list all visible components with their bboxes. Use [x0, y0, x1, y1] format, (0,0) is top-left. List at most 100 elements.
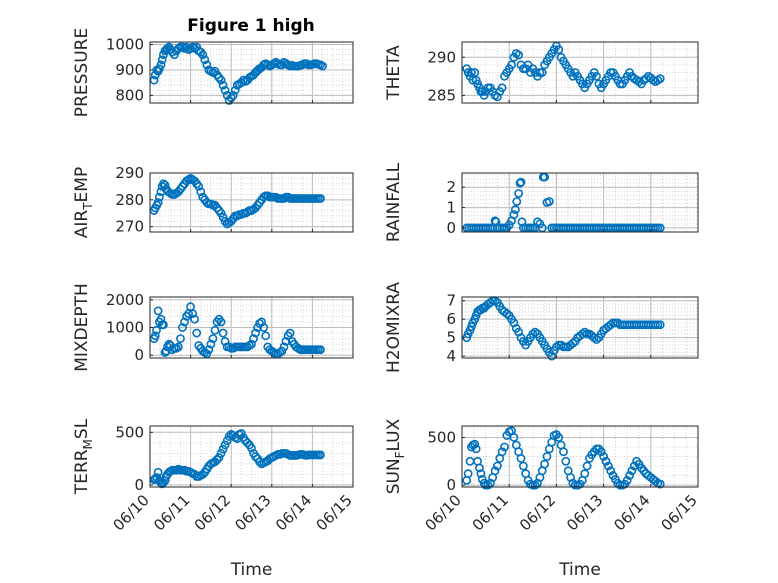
data-point	[509, 210, 519, 220]
data-point	[255, 457, 265, 467]
data-point	[202, 60, 212, 70]
y-axis-label: TERRMSL	[72, 418, 95, 495]
data-point	[606, 466, 616, 476]
y-tick-label: 285	[427, 86, 456, 104]
data-point	[603, 461, 613, 471]
data-point	[214, 453, 224, 462]
y-tick-label: 1	[446, 199, 456, 217]
y-tick-label: 290	[427, 48, 456, 66]
y-tick-label: 500	[427, 428, 456, 446]
data-point	[514, 50, 524, 60]
data-point	[216, 75, 226, 85]
data-point	[470, 439, 480, 449]
data-point	[285, 328, 295, 338]
subplot-5: 0 1000 2000 MIXDEPTH	[72, 283, 354, 372]
data-point	[622, 475, 632, 485]
data-point	[279, 342, 289, 352]
data-point	[516, 177, 526, 187]
y-tick-label: 5	[446, 329, 456, 347]
data-point	[483, 480, 493, 490]
data-point	[318, 61, 327, 71]
data-point	[596, 447, 606, 457]
axes-box	[149, 41, 354, 104]
data-point	[655, 479, 665, 489]
y-tick-label: 500	[115, 423, 144, 441]
y-tick-label: 280	[115, 191, 144, 209]
y-axis-label: RAINFALL	[384, 162, 404, 242]
data-point	[580, 469, 590, 479]
data-point	[517, 217, 527, 227]
y-tick-label: 270	[115, 218, 144, 236]
data-point	[251, 328, 260, 338]
axes-background	[150, 173, 353, 232]
data-point	[316, 194, 325, 203]
data-point	[537, 68, 547, 77]
y-tick-label: 0	[446, 476, 456, 494]
data-point	[220, 336, 230, 346]
data-point	[530, 480, 540, 490]
y-tick-label: 800	[115, 86, 144, 104]
data-point	[176, 334, 185, 343]
data-point	[592, 335, 601, 344]
data-point	[561, 456, 571, 466]
data-point	[198, 50, 208, 60]
axes-box	[461, 296, 699, 359]
y-axis-label: AIRTEMP	[72, 167, 95, 238]
data-point	[512, 197, 522, 206]
data-point	[247, 339, 256, 349]
y-axis-label: SUNFLUX	[384, 418, 407, 494]
data-series	[149, 173, 325, 229]
y-tick-label: 290	[115, 164, 144, 182]
data-point	[158, 320, 168, 330]
data-series	[149, 302, 325, 359]
y-tick-label: 2000	[106, 291, 144, 309]
data-point	[589, 333, 599, 343]
data-point	[540, 459, 549, 469]
data-point	[601, 456, 611, 466]
data-point	[530, 327, 540, 337]
data-point	[533, 217, 542, 227]
data-point	[220, 85, 230, 95]
data-point	[261, 331, 271, 341]
data-point	[180, 317, 189, 327]
data-point	[542, 452, 552, 461]
data-point	[277, 346, 287, 356]
data-point	[492, 92, 502, 102]
axes-box	[149, 172, 354, 233]
data-point	[497, 83, 507, 93]
data-point	[156, 60, 166, 70]
data-point	[188, 309, 198, 319]
y-tick-label: 0	[134, 346, 144, 364]
data-point	[592, 71, 601, 81]
axes-box	[461, 41, 699, 104]
data-point	[509, 433, 519, 442]
data-point	[515, 178, 525, 188]
y-tick-label: 2	[446, 178, 456, 196]
data-point	[497, 447, 507, 457]
data-point	[510, 205, 520, 215]
data-point	[218, 328, 228, 338]
data-point	[500, 442, 509, 452]
data-point	[582, 461, 592, 471]
y-tick-label: 0	[446, 219, 456, 237]
data-point	[625, 471, 634, 480]
data-point	[218, 444, 228, 454]
data-point	[230, 85, 240, 95]
data-point	[492, 461, 502, 471]
data-point	[507, 60, 516, 70]
y-tick-label: 1000	[106, 36, 144, 54]
data-point	[627, 466, 637, 476]
axes-box	[461, 172, 699, 233]
data-point	[316, 450, 325, 460]
data-point	[228, 90, 238, 100]
data-point	[194, 182, 204, 191]
subplot-3: 270 280 290 AIRTEMP	[72, 164, 354, 238]
data-point	[599, 452, 608, 461]
data-series	[149, 428, 325, 489]
data-point	[518, 461, 528, 471]
data-point	[224, 432, 234, 441]
data-point	[153, 198, 163, 207]
data-point	[208, 334, 218, 343]
data-point	[491, 217, 501, 227]
